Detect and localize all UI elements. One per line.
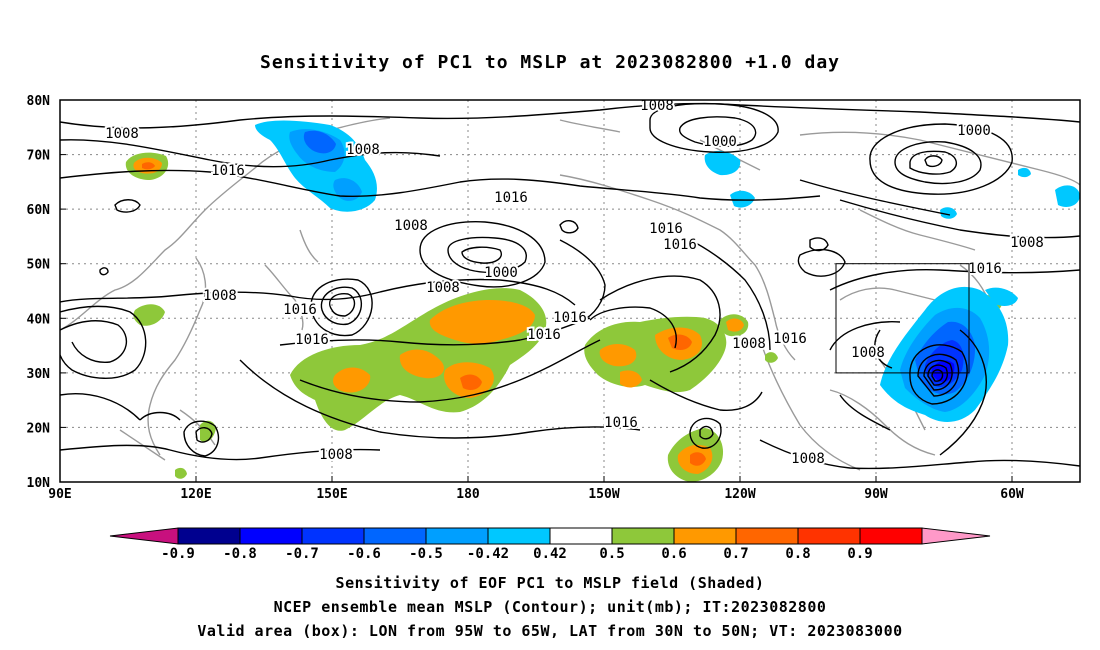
colorbar-high-end bbox=[921, 527, 991, 545]
colorbar-label: 0.6 bbox=[661, 546, 686, 562]
lon-tick-label: 120E bbox=[180, 487, 211, 502]
contour-label: 1016 bbox=[527, 327, 561, 343]
lat-tick-label: 40N bbox=[27, 312, 51, 327]
contour-label: 1008 bbox=[640, 98, 674, 114]
contour-label: 1000 bbox=[957, 123, 991, 139]
colorbar-label: 0.9 bbox=[847, 546, 872, 562]
contour-label: 1008 bbox=[394, 218, 428, 234]
mslp-contours bbox=[60, 102, 1080, 470]
lon-tick-label: 150E bbox=[316, 487, 347, 502]
colorbar-label: -0.7 bbox=[285, 546, 319, 562]
contour-label: 1016 bbox=[283, 302, 317, 318]
colorbar-cell bbox=[611, 527, 675, 545]
contour-label: 1016 bbox=[663, 237, 697, 253]
lon-tick-label: 180 bbox=[456, 487, 480, 502]
caption-shading: Sensitivity of EOF PC1 to MSLP field (Sh… bbox=[335, 574, 765, 592]
colorbar-label: -0.42 bbox=[467, 546, 509, 562]
lon-tick-label: 60W bbox=[1000, 487, 1024, 502]
lat-tick-label: 70N bbox=[27, 149, 51, 164]
lat-tick-label: 80N bbox=[27, 94, 51, 109]
colorbar-cell bbox=[239, 527, 303, 545]
colorbar: -0.9 -0.8 -0.7 -0.6 -0.5 -0.42 0.42 0.5 0.6 0.7 0.… bbox=[109, 527, 991, 562]
lat-tick-label: 10N bbox=[27, 476, 51, 491]
contour-label: 1008 bbox=[732, 336, 766, 352]
lat-tick-label: 20N bbox=[27, 421, 51, 436]
colorbar-cell bbox=[735, 527, 799, 545]
contour-label: 1016 bbox=[968, 261, 1002, 277]
contour-label: 1008 bbox=[346, 142, 380, 158]
contour-label: 1016 bbox=[494, 190, 528, 206]
contour-label: 1008 bbox=[426, 280, 460, 296]
colorbar-label: 0.42 bbox=[533, 546, 567, 562]
colorbar-cell bbox=[363, 527, 427, 545]
longitude-labels: 90E 120E 150E 180 150W 120W 90W 60W bbox=[48, 487, 1024, 502]
colorbar-cell bbox=[425, 527, 489, 545]
colorbar-label: 0.5 bbox=[599, 546, 624, 562]
lat-tick-label: 60N bbox=[27, 203, 51, 218]
lon-tick-label: 90W bbox=[864, 487, 888, 502]
contour-label: 1000 bbox=[703, 134, 737, 150]
coastlines bbox=[60, 117, 1080, 471]
contour-label: 1008 bbox=[203, 288, 237, 304]
contour-label: 1008 bbox=[1010, 235, 1044, 251]
colorbar-cell bbox=[859, 527, 923, 545]
colorbar-label: -0.6 bbox=[347, 546, 381, 562]
contour-label: 1000 bbox=[484, 265, 518, 281]
map-frame bbox=[59, 99, 1081, 483]
contour-label: 1008 bbox=[319, 447, 353, 463]
colorbar-cell bbox=[177, 527, 241, 545]
positive-sensitivity-shading bbox=[125, 152, 1002, 482]
latitude-labels: 80N 70N 60N 50N 40N 30N 20N 10N bbox=[27, 94, 51, 491]
colorbar-label: -0.9 bbox=[161, 546, 195, 562]
colorbar-label: -0.8 bbox=[223, 546, 257, 562]
contour-labels: 1008 1000 1000 1008 1008 1016 1016 1008 … bbox=[103, 98, 1046, 465]
colorbar-cell bbox=[673, 527, 737, 545]
axis-ticks bbox=[60, 99, 1013, 482]
caption-contour: NCEP ensemble mean MSLP (Contour); unit(… bbox=[273, 598, 827, 616]
colorbar-label: -0.5 bbox=[409, 546, 443, 562]
lat-tick-label: 30N bbox=[27, 367, 51, 382]
contour-label: 1016 bbox=[649, 221, 683, 237]
caption-valid-area: Valid area (box): LON from 95W to 65W, L… bbox=[197, 622, 903, 640]
page-title: Sensitivity of PC1 to MSLP at 2023082800… bbox=[259, 52, 840, 73]
contour-label: 1016 bbox=[211, 163, 245, 179]
lat-tick-label: 50N bbox=[27, 258, 51, 273]
contour-label: 1008 bbox=[105, 126, 139, 142]
contour-label: 1008 bbox=[851, 345, 885, 361]
colorbar-cell bbox=[487, 527, 551, 545]
contour-label: 1016 bbox=[773, 331, 807, 347]
colorbar-cell bbox=[797, 527, 861, 545]
lon-tick-label: 150W bbox=[588, 487, 619, 502]
colorbar-low-end bbox=[109, 527, 179, 545]
colorbar-cell bbox=[301, 527, 365, 545]
contour-label: 1016 bbox=[604, 415, 638, 431]
lon-tick-label: 90E bbox=[48, 487, 71, 502]
contour-label: 1016 bbox=[295, 332, 329, 348]
colorbar-cell bbox=[549, 527, 613, 545]
valid-area-box bbox=[835, 263, 970, 374]
contour-label: 1016 bbox=[553, 310, 587, 326]
colorbar-label: 0.8 bbox=[785, 546, 810, 562]
lon-tick-label: 120W bbox=[724, 487, 755, 502]
contour-label: 1008 bbox=[791, 451, 825, 467]
colorbar-label: 0.7 bbox=[723, 546, 748, 562]
